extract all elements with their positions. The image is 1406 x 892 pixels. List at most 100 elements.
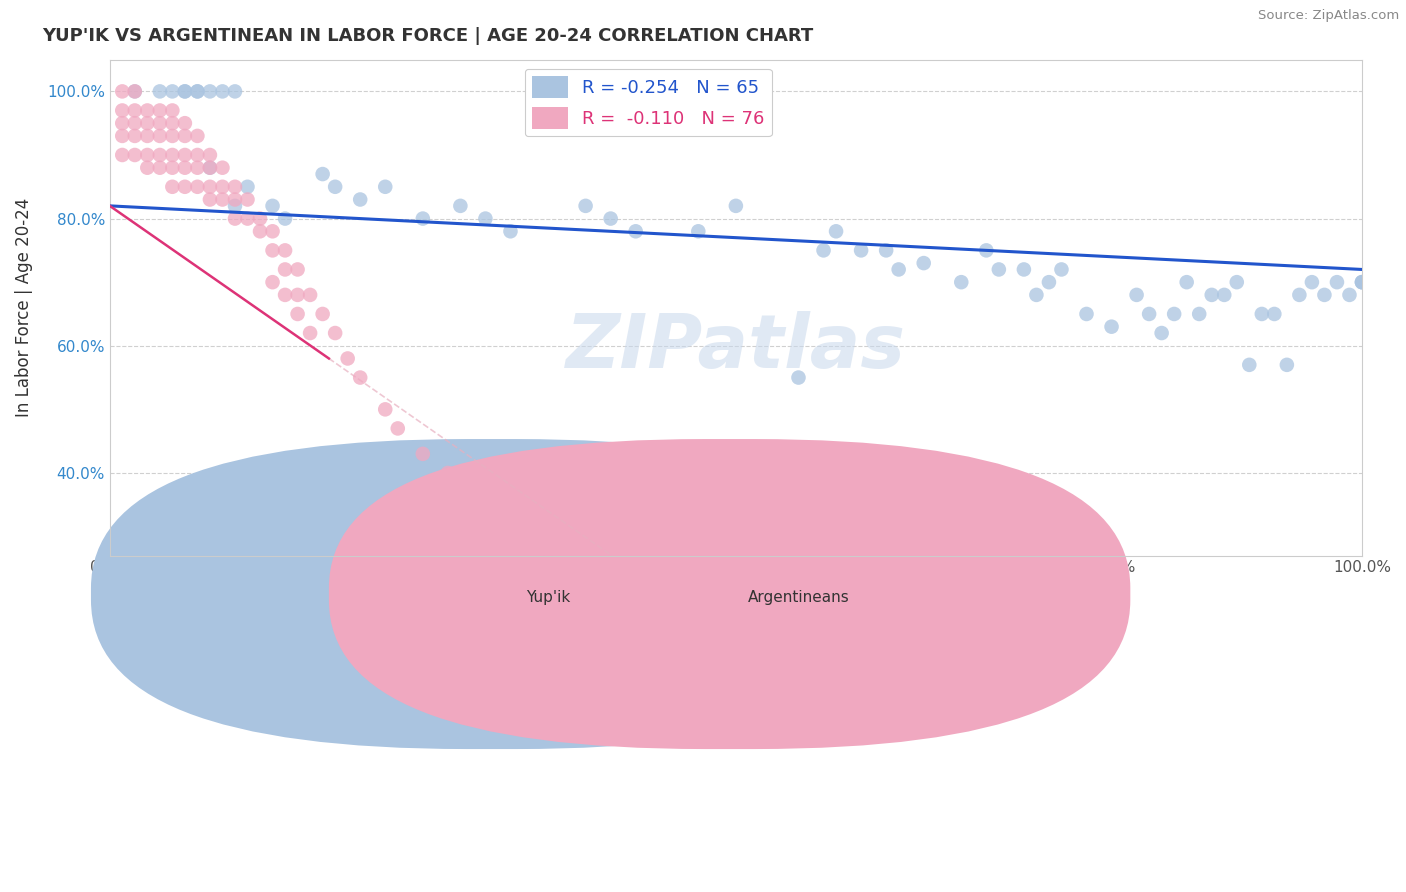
Point	[787, 498, 810, 512]
Point	[162, 84, 184, 98]
Point	[499, 224, 522, 238]
Point	[299, 288, 322, 302]
Point	[173, 84, 195, 98]
Point	[198, 179, 221, 194]
Text: YUP'IK VS ARGENTINEAN IN LABOR FORCE | AGE 20-24 CORRELATION CHART: YUP'IK VS ARGENTINEAN IN LABOR FORCE | A…	[42, 27, 814, 45]
Point	[186, 179, 208, 194]
Point	[173, 148, 195, 162]
Point	[236, 211, 259, 226]
Point	[198, 148, 221, 162]
Point	[211, 161, 233, 175]
Point	[136, 116, 159, 130]
Point	[136, 161, 159, 175]
Point	[1226, 275, 1249, 289]
Point	[249, 211, 271, 226]
Point	[1301, 275, 1323, 289]
Point	[374, 179, 396, 194]
Point	[912, 256, 935, 270]
Point	[724, 199, 747, 213]
Point	[1351, 275, 1374, 289]
Point	[1101, 319, 1123, 334]
Point	[149, 128, 172, 143]
Point	[111, 128, 134, 143]
Point	[124, 128, 146, 143]
Point	[449, 199, 471, 213]
Point	[149, 116, 172, 130]
Point	[1188, 307, 1211, 321]
Point	[1250, 307, 1272, 321]
Point	[198, 193, 221, 207]
Point	[1163, 307, 1185, 321]
Point	[162, 128, 184, 143]
Point	[1263, 307, 1285, 321]
Point	[198, 84, 221, 98]
Point	[287, 288, 309, 302]
Point	[1326, 275, 1348, 289]
Point	[1012, 262, 1035, 277]
Point	[1038, 275, 1060, 289]
Point	[149, 84, 172, 98]
Point	[136, 103, 159, 118]
Point	[311, 307, 333, 321]
Point	[224, 84, 246, 98]
Point	[249, 224, 271, 238]
Point	[236, 179, 259, 194]
Point	[211, 193, 233, 207]
Point	[211, 179, 233, 194]
Point	[236, 193, 259, 207]
Point	[186, 84, 208, 98]
Point	[124, 84, 146, 98]
Point	[825, 224, 848, 238]
Text: ZIPatlas: ZIPatlas	[565, 310, 905, 384]
Point	[311, 167, 333, 181]
Point	[387, 421, 409, 435]
Point	[1137, 307, 1160, 321]
Point	[173, 128, 195, 143]
Point	[162, 148, 184, 162]
Point	[537, 542, 560, 557]
Point	[162, 161, 184, 175]
Point	[950, 275, 973, 289]
Point	[162, 116, 184, 130]
Point	[1288, 288, 1310, 302]
Point	[162, 103, 184, 118]
Point	[124, 103, 146, 118]
Point	[287, 307, 309, 321]
Point	[299, 326, 322, 340]
Point	[1239, 358, 1261, 372]
Point	[173, 179, 195, 194]
Point	[624, 224, 647, 238]
Point	[875, 244, 897, 258]
Point	[274, 262, 297, 277]
Point	[724, 510, 747, 524]
Point	[323, 179, 346, 194]
Point	[124, 116, 146, 130]
Point	[173, 161, 195, 175]
Point	[412, 211, 434, 226]
Point	[976, 244, 998, 258]
Point	[1025, 288, 1047, 302]
Text: Yup'ik: Yup'ik	[526, 591, 571, 606]
Point	[162, 179, 184, 194]
Point	[224, 211, 246, 226]
Point	[136, 148, 159, 162]
Point	[287, 262, 309, 277]
Y-axis label: In Labor Force | Age 20-24: In Labor Force | Age 20-24	[15, 198, 32, 417]
Point	[186, 161, 208, 175]
Point	[186, 84, 208, 98]
Point	[186, 148, 208, 162]
Point	[599, 211, 621, 226]
Point	[262, 244, 284, 258]
Point	[1050, 262, 1073, 277]
Point	[374, 402, 396, 417]
Point	[198, 161, 221, 175]
Point	[323, 326, 346, 340]
Point	[1313, 288, 1336, 302]
Point	[274, 244, 297, 258]
Point	[1213, 288, 1236, 302]
Point	[688, 224, 710, 238]
Point	[211, 84, 233, 98]
Point	[349, 193, 371, 207]
Point	[887, 262, 910, 277]
Point	[787, 370, 810, 384]
